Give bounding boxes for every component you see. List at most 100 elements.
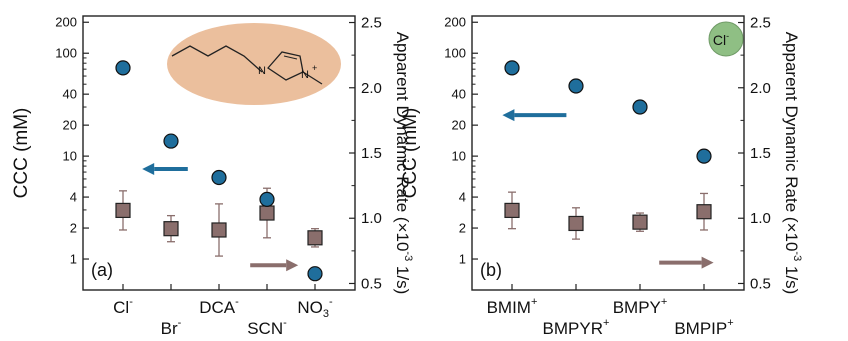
left-axis-title: CCC (mM) [400, 108, 421, 199]
ccc-circle-point [504, 60, 520, 76]
ccc-circle-point [568, 78, 584, 94]
right-axis-title: Apparent Dynamic Rate (×10-3 1/s) [393, 32, 414, 295]
right-tick-label: 2.0 [361, 80, 382, 97]
rate-square-point [696, 204, 712, 220]
ccc-circle-point [696, 148, 712, 164]
panel-label: (a) [91, 260, 113, 280]
rate-square-point [307, 230, 323, 246]
right-tick-label: 1.0 [361, 210, 382, 227]
left-tick-label: 10 [452, 149, 466, 164]
left-tick-label: 4 [70, 190, 77, 205]
ring-double-bond [283, 55, 298, 60]
ccc-circle-point [632, 99, 648, 115]
anion-label: Cl- [713, 31, 729, 48]
x-tick-label: BMIM+ [487, 296, 538, 317]
ccc-arrow-head [142, 162, 155, 175]
x-tick-label-sup: - [329, 296, 333, 308]
panel-label: (b) [480, 260, 502, 280]
plus-charge-label: + [312, 63, 317, 73]
ccc-circle-point [163, 133, 179, 149]
x-tick-label-base: BMPYR [543, 319, 603, 338]
x-tick-label-sup: - [283, 317, 287, 329]
right-tick-label: 1.5 [361, 145, 382, 162]
ccc-circle-point [307, 266, 323, 282]
x-tick-label-base: Br [161, 319, 178, 338]
rate-square-point [632, 214, 648, 230]
methyl-bond [302, 71, 323, 85]
right-axis-title: Apparent Dynamic Rate (×10-3 1/s) [782, 32, 803, 295]
rate-arrow-head [286, 259, 299, 272]
left-tick-label: 100 [55, 46, 77, 61]
right-tick-label: 1.0 [750, 210, 771, 227]
left-tick-label: 2 [70, 221, 77, 236]
panel-a: 1241020401002000.51.01.52.02.5Cl-Br-DCA-… [11, 15, 414, 338]
right-axis-title-sup: -3 [402, 251, 414, 261]
cation-ellipse [167, 23, 341, 105]
x-tick-label: SCN- [247, 317, 287, 338]
cation-structure-inset: N N+ [167, 23, 341, 105]
right-tick-label: 0.5 [361, 275, 382, 292]
x-tick-label-sup: + [603, 317, 609, 329]
x-tick-label: BMPY+ [613, 296, 668, 317]
left-tick-label: 10 [63, 149, 77, 164]
x-tick-label-sup: - [129, 296, 133, 308]
rate-square-point [504, 202, 520, 219]
left-tick-label: 1 [70, 252, 77, 267]
rate-square-point [259, 205, 275, 221]
left-tick-label: 200 [55, 15, 77, 30]
right-tick-label: 2.5 [750, 15, 771, 32]
right-axis-title-sup: -3 [791, 251, 803, 261]
ccc-circle-point [211, 169, 227, 186]
ccc-circle-point [259, 191, 275, 207]
x-tick-label-sub: 3 [323, 308, 329, 320]
x-tick-label-sup: + [661, 296, 667, 308]
x-tick-label-sup: - [235, 296, 239, 308]
right-axis-title-base: Apparent Dynamic Rate (×10 [782, 32, 801, 252]
x-tick-label-base: Cl [113, 298, 129, 317]
right-tick-label: 2.0 [750, 80, 771, 97]
x-tick-label-base: DCA [199, 298, 236, 317]
anion-label-base: Cl [713, 32, 726, 48]
left-tick-label: 20 [63, 118, 77, 133]
x-tick-label-base: NO [297, 298, 323, 317]
imidazolium-ring [267, 51, 304, 81]
ccc-arrow-head [502, 109, 515, 122]
left-tick-label: 2 [459, 221, 466, 236]
right-tick-label: 1.5 [750, 145, 771, 162]
anion-circle [708, 21, 744, 57]
right-axis-title-base: Apparent Dynamic Rate (×10 [393, 32, 412, 252]
ccc-circle-point [115, 60, 131, 76]
left-tick-label: 4 [459, 190, 466, 205]
right-axis-title-tail: 1/s) [393, 261, 412, 294]
panel-b: 1241020401002000.51.01.52.02.5BMIM+BMPYR… [400, 15, 803, 338]
x-tick-label: Br- [161, 317, 182, 338]
left-tick-label: 20 [452, 118, 466, 133]
left-tick-label: 40 [63, 87, 77, 102]
x-tick-label-base: BMIM [487, 298, 531, 317]
x-tick-label: DCA- [199, 296, 239, 317]
right-tick-label: 0.5 [750, 275, 771, 292]
nitrogen-label: N [258, 65, 266, 77]
rate-square-point [115, 202, 131, 219]
left-tick-label: 100 [444, 46, 466, 61]
x-tick-label-sup: + [531, 296, 537, 308]
right-axis-title-tail: 1/s) [782, 261, 801, 294]
rate-square-point [568, 215, 584, 232]
anion-inset: Cl- [708, 21, 744, 57]
x-tick-label-base: SCN [247, 319, 283, 338]
rate-arrow-head [701, 256, 714, 269]
left-axis-title: CCC (mM) [11, 108, 32, 199]
left-tick-label: 1 [459, 252, 466, 267]
x-tick-label-sup: + [727, 317, 733, 329]
rate-square-point [163, 221, 179, 237]
x-tick-label-base: BMPIP [674, 319, 727, 338]
right-tick-label: 2.5 [361, 15, 382, 32]
anion-label-sup: - [726, 31, 729, 41]
left-tick-label: 200 [444, 15, 466, 30]
rate-square-point [211, 222, 227, 238]
butyl-chain [171, 45, 263, 73]
left-tick-label: 40 [452, 87, 466, 102]
x-tick-label: BMPYR+ [543, 317, 610, 338]
x-tick-label: Cl- [113, 296, 133, 317]
